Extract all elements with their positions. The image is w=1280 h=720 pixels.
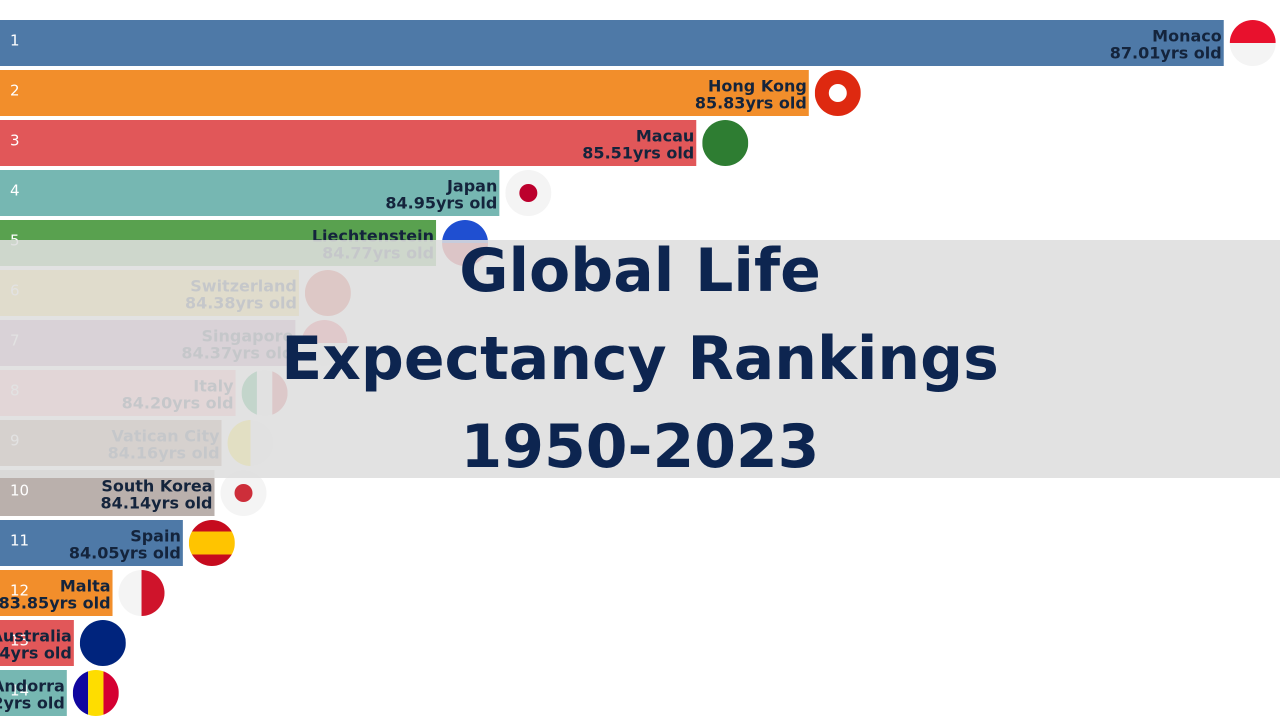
value-label: 85.83yrs old [695,94,807,113]
rank-label: 13 [10,632,29,650]
flag-stripe [702,120,749,166]
bar [0,570,113,616]
flag-stripe [442,220,489,243]
title-overlay: Global Life Expectancy Rankings 1950-202… [0,236,1280,482]
rank-label: 4 [10,182,20,200]
flag-stripe [103,670,119,716]
value-label: 87.01yrs old [1110,44,1222,63]
flag-stripe [79,620,126,666]
value-label: 83.85yrs old [0,594,111,613]
flag-stripe [188,543,235,555]
category-label: Spain [130,527,181,546]
flag-stripe [188,554,235,566]
category-label: Australia [0,627,72,646]
category-label: Japan [446,177,497,196]
category-label: Andorra [0,677,65,696]
category-label: Monaco [1152,27,1222,46]
flag-stripe [188,531,235,543]
flag-emblem [519,184,538,202]
rank-label: 12 [10,582,29,600]
flag-emblem [828,84,847,102]
flag-stripe [118,570,142,616]
value-label: 83.72yrs old [0,694,65,713]
flag-icon [505,170,552,216]
bar [0,620,74,666]
category-label: Hong Kong [708,77,807,96]
flag-icon [814,70,861,116]
flag-stripe [141,570,165,616]
flag-icon [79,620,126,666]
rank-label: 14 [10,682,29,700]
bar [0,20,1224,66]
rank-label: 10 [10,482,29,500]
rank-label: 3 [10,132,20,150]
value-label: 84.95yrs old [385,194,497,213]
value-label: 84.05yrs old [69,544,181,563]
flag-stripe [72,670,89,716]
flag-icon [188,520,235,566]
bar [0,520,183,566]
category-label: Malta [60,577,111,596]
flag-stripe [88,670,104,716]
flag-icon [702,120,749,166]
bar [0,120,697,166]
flag-icon [1229,20,1276,66]
flag-icon [72,670,119,716]
flag-stripe [1229,20,1276,43]
value-label: 83.74yrs old [0,644,72,663]
rank-label: 11 [10,532,29,550]
rank-label: 1 [10,32,20,50]
bar [0,70,809,116]
bar [0,670,67,716]
category-label: Macau [636,127,694,146]
chart-title: Global Life Expectancy Rankings 1950-202… [281,236,999,482]
flag-stripe [1229,43,1276,66]
value-label: 85.51yrs old [582,144,694,163]
category-label: South Korea [101,477,212,496]
flag-stripe [188,520,235,532]
value-label: 84.14yrs old [101,494,213,513]
bar [0,170,500,216]
flag-emblem [234,484,253,502]
flag-icon [118,570,165,616]
rank-label: 2 [10,82,20,100]
